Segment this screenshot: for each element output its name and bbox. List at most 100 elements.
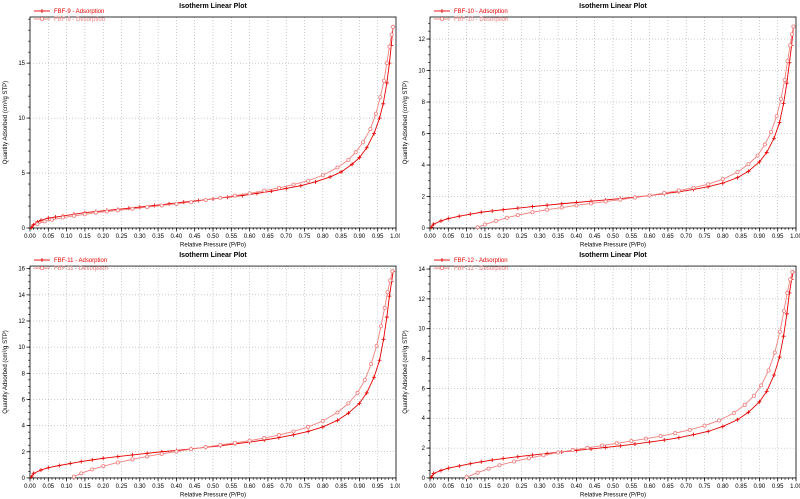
svg-text:16: 16 [18,267,25,273]
y-tick-labels: 0 2 4 6 8 10 12 [418,37,425,232]
plus-marker-icon [364,145,369,150]
svg-text:6: 6 [422,132,426,138]
svg-text:15: 15 [18,61,25,67]
circle-marker-icon [493,218,498,223]
svg-text:10: 10 [418,69,425,75]
circle-marker-icon [706,182,711,187]
svg-text:0.85: 0.85 [735,484,747,490]
circle-marker-icon [440,16,445,21]
circle-marker-icon [40,266,45,271]
y-tick-labels: 0 2 4 6 8 10 12 14 [418,267,425,482]
plus-marker-icon [167,201,172,206]
plus-marker-icon [468,461,473,466]
svg-text:8: 8 [422,357,426,363]
svg-text:0.50: 0.50 [607,484,619,490]
circle-marker-icon [791,24,796,29]
circle-marker-icon [789,32,794,37]
svg-text:0.00: 0.00 [424,234,436,240]
svg-text:0.85: 0.85 [335,484,347,490]
plus-marker-icon [31,222,36,227]
svg-text:10: 10 [18,345,25,351]
circle-marker-icon [384,61,389,66]
svg-text:0.95: 0.95 [372,234,384,240]
plus-marker-icon [446,466,451,471]
circle-marker-icon [276,433,281,438]
legend-entry-label: FBF-9 - Adsorption [54,9,104,15]
plus-marker-icon [357,401,362,406]
legend-entry-label: FBF-9 - Desorption [54,17,105,23]
svg-text:0.50: 0.50 [207,234,219,240]
plus-marker-icon [31,471,36,476]
svg-text:0: 0 [422,476,426,482]
plus-marker-icon [38,218,43,223]
svg-text:0.40: 0.40 [571,484,583,490]
circle-marker-icon [504,215,509,220]
svg-text:0.30: 0.30 [534,234,546,240]
svg-text:0.55: 0.55 [225,234,237,240]
circle-marker-icon [262,188,267,193]
plus-marker-icon [372,375,377,380]
circle-marker-icon [115,460,120,465]
circle-marker-icon [174,449,179,454]
circle-marker-icon [530,210,535,215]
circle-marker-icon [600,443,605,448]
circle-marker-icon [687,427,692,432]
svg-text:0.10: 0.10 [61,234,73,240]
circle-marker-icon [291,182,296,187]
plus-marker-icon [29,474,34,479]
svg-text:12: 12 [418,297,425,303]
y-axis-label: Quantity Adsorbed (cm³/g STP) [403,81,409,164]
svg-text:6: 6 [422,386,426,392]
x-tick-labels: 0.00 0.05 0.10 0.15 0.20 0.25 0.30 0.35 0.40 0.45… [424,484,800,490]
svg-text:0.70: 0.70 [280,484,292,490]
circle-marker-icon [159,451,164,456]
svg-text:0.50: 0.50 [607,234,619,240]
circle-marker-icon [291,429,296,434]
plus-marker-icon [152,203,157,208]
svg-text:0.10: 0.10 [461,484,473,490]
svg-text:0.25: 0.25 [116,484,128,490]
circle-marker-icon [781,308,786,313]
plus-marker-icon [781,334,786,339]
svg-text:0.20: 0.20 [97,234,109,240]
y-axis-label: Quantity Adsorbed (cm³/g STP) [3,330,9,414]
circle-marker-icon [735,170,740,175]
x-axis-label: Relative Pressure (P/Po) [180,243,246,249]
circle-marker-icon [676,188,681,193]
gridlines [430,17,796,228]
svg-text:0.95: 0.95 [372,484,384,490]
circle-marker-icon [247,191,252,196]
circle-marker-icon [104,209,109,214]
svg-text:0.10: 0.10 [61,484,73,490]
svg-text:8: 8 [22,371,26,377]
plus-marker-icon [446,216,451,221]
circle-marker-icon [378,95,383,100]
plus-marker-icon [757,399,762,404]
circle-marker-icon [720,177,725,182]
circle-marker-icon [788,277,793,282]
legend-entry-label: FBF-10 - Desorption [454,17,508,23]
svg-text:0.20: 0.20 [497,484,509,490]
svg-text:0.75: 0.75 [299,234,311,240]
circle-marker-icon [388,278,393,283]
plus-marker-icon [346,411,351,416]
gridlines [430,266,796,478]
plus-marker-icon [46,465,51,470]
plus-marker-icon [53,215,58,220]
plus-marker-icon [339,169,344,174]
circle-marker-icon [788,43,793,48]
svg-text:0.00: 0.00 [24,484,36,490]
circle-marker-icon [614,441,619,446]
plus-marker-icon [501,456,506,461]
circle-marker-icon [389,32,394,37]
circle-marker-icon [387,44,392,49]
svg-text:0.85: 0.85 [335,234,347,240]
plus-marker-icon [746,169,751,174]
plus-marker-icon [764,389,769,394]
svg-text:0.45: 0.45 [589,234,601,240]
svg-text:12: 12 [18,319,25,325]
svg-text:1.00: 1.00 [790,484,800,490]
circle-marker-icon [702,423,707,428]
chart-fbf-12: 0.00 0.05 0.10 0.15 0.20 0.25 0.30 0.35 0.40 0.45… [400,249,800,499]
plus-marker-icon [38,468,43,473]
